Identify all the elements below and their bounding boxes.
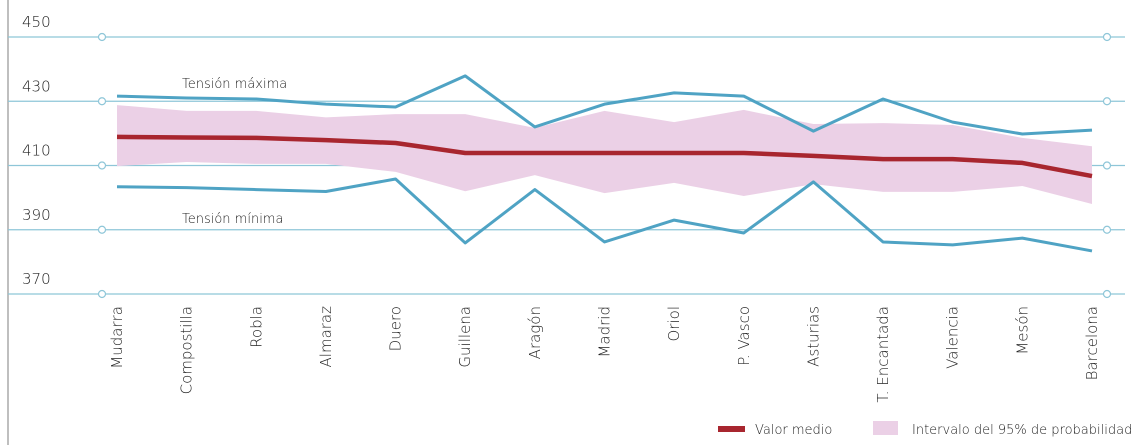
grid-dot: [97, 97, 107, 106]
x-tick-label: Asturias: [804, 306, 822, 367]
y-tick-label: 390: [22, 206, 51, 224]
series-line: [116, 74, 1093, 136]
x-tick-label: Mesón: [1013, 306, 1031, 355]
series-line: [116, 177, 1093, 253]
x-tick-label: Valencia: [944, 306, 962, 369]
grid-dot: [97, 289, 107, 299]
x-tick-label: Aragón: [526, 306, 544, 359]
legend-label: Intervalo del 95% de probabilidad: [912, 423, 1132, 438]
grid-dot: [1102, 32, 1112, 42]
grid-dot: [1102, 97, 1112, 106]
x-tick-label: Mudarra: [108, 306, 126, 369]
x-tick-label: Robla: [247, 306, 265, 348]
x-tick-label: Guillena: [456, 306, 474, 368]
x-tick-label: Barcelona: [1083, 306, 1101, 380]
grid-dot: [1102, 225, 1112, 234]
x-tick-label: Duero: [387, 306, 405, 351]
y-tick-label: 410: [22, 142, 51, 160]
legend-swatch: [873, 421, 898, 435]
series-label: Tensión máxima: [182, 77, 287, 92]
x-tick-label: Almaraz: [317, 306, 335, 368]
series-line: [116, 134, 1093, 179]
series-label: Tensión mínima: [182, 212, 283, 227]
y-tick-label: 430: [22, 77, 51, 95]
x-tick-label: T. Encantada: [874, 306, 892, 403]
grid-dot: [1102, 289, 1112, 299]
x-tick-label: Madrid: [596, 306, 614, 358]
y-tick-label: 370: [22, 270, 51, 288]
x-tick-label: P. Vasco: [735, 306, 753, 366]
grid-dot: [97, 32, 107, 42]
x-tick-label: Compostilla: [178, 306, 196, 394]
y-tick-label: 450: [22, 13, 51, 31]
legend-label: Valor medio: [755, 423, 832, 438]
x-tick-label: Oriol: [665, 306, 683, 342]
legend-swatch: [718, 426, 745, 432]
grid-dot: [97, 161, 107, 170]
grid-dot: [1102, 161, 1112, 170]
grid-dot: [97, 225, 107, 234]
